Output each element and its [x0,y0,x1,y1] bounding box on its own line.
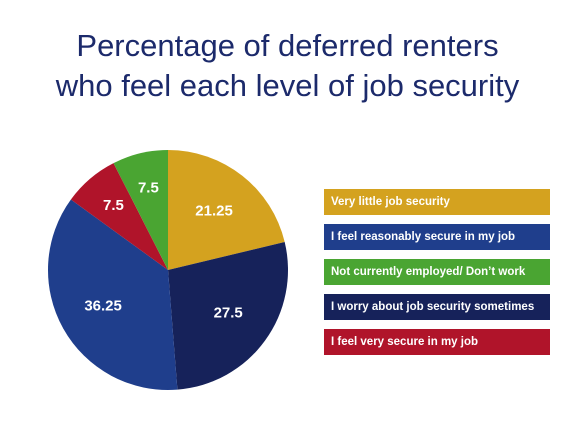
chart-title: Percentage of deferred renters who feel … [0,26,575,106]
legend-item-very-secure: I feel very secure in my job [324,329,550,355]
pie-label-4: 7.5 [138,179,159,196]
pie-slice-1 [168,241,288,390]
chart-title-line-2: who feel each level of job security [55,68,520,103]
pie-slice-3 [70,163,168,270]
legend-item-not-employed: Not currently employed/ Don’t work [324,259,550,285]
pie-label-2: 36.25 [84,297,122,314]
pie-slice-4 [113,150,168,270]
legend-item-very-little: Very little job security [324,189,550,215]
pie-label-1: 27.5 [214,305,243,322]
legend: Very little job security I feel reasonab… [324,189,550,364]
pie-label-3: 7.5 [103,197,124,214]
pie-label-0: 21.25 [195,203,233,220]
legend-item-worry-sometimes: I worry about job security sometimes [324,294,550,320]
chart-title-line-1: Percentage of deferred renters [76,28,499,63]
pie-slice-0 [168,150,285,270]
pie-slice-2 [48,199,178,391]
legend-item-reasonably-secure: I feel reasonably secure in my job [324,224,550,250]
